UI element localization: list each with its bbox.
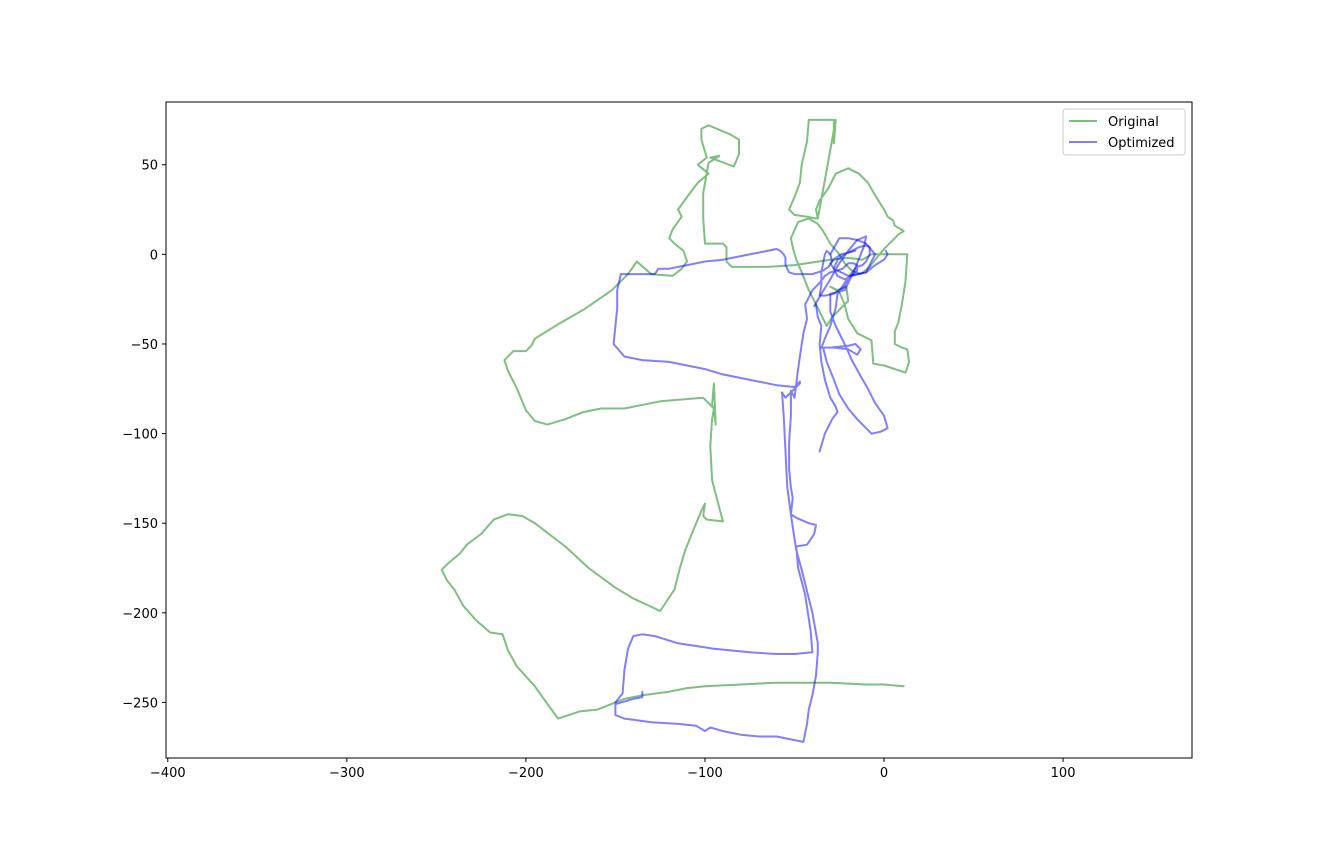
x-tick-label: −200 [508,766,544,781]
y-tick-label: 0 [150,248,158,263]
x-tick-label: −100 [687,766,723,781]
x-tick-label: 100 [1051,766,1076,781]
x-tick-label: −300 [329,766,365,781]
x-tick-label: 0 [880,766,888,781]
x-axis: −400 −300 −200 −100 0 100 [150,758,1076,781]
y-tick-label: 50 [141,159,158,174]
series-line-optimized [612,244,871,743]
x-tick-label: −400 [150,766,186,781]
legend-label: Original [1108,115,1159,130]
y-tick-label: −50 [131,338,158,353]
y-tick-label: −200 [122,607,158,622]
y-tick-label: −250 [122,696,158,711]
y-axis: 50 0 −50 −100 −150 −200 −250 [122,159,166,711]
series-layer [440,118,911,743]
series-line-optimized-segment-2 [813,239,877,308]
plot-area-frame [165,101,1193,759]
y-tick-label: −150 [122,517,158,532]
series-line-original [440,118,911,720]
series-line-optimized-segment-3 [820,235,889,435]
y-tick-label: −100 [122,428,158,443]
legend: Original Optimized [1062,108,1186,156]
legend-label: Optimized [1108,136,1175,151]
series-line-optimized-segment-4 [815,303,839,453]
